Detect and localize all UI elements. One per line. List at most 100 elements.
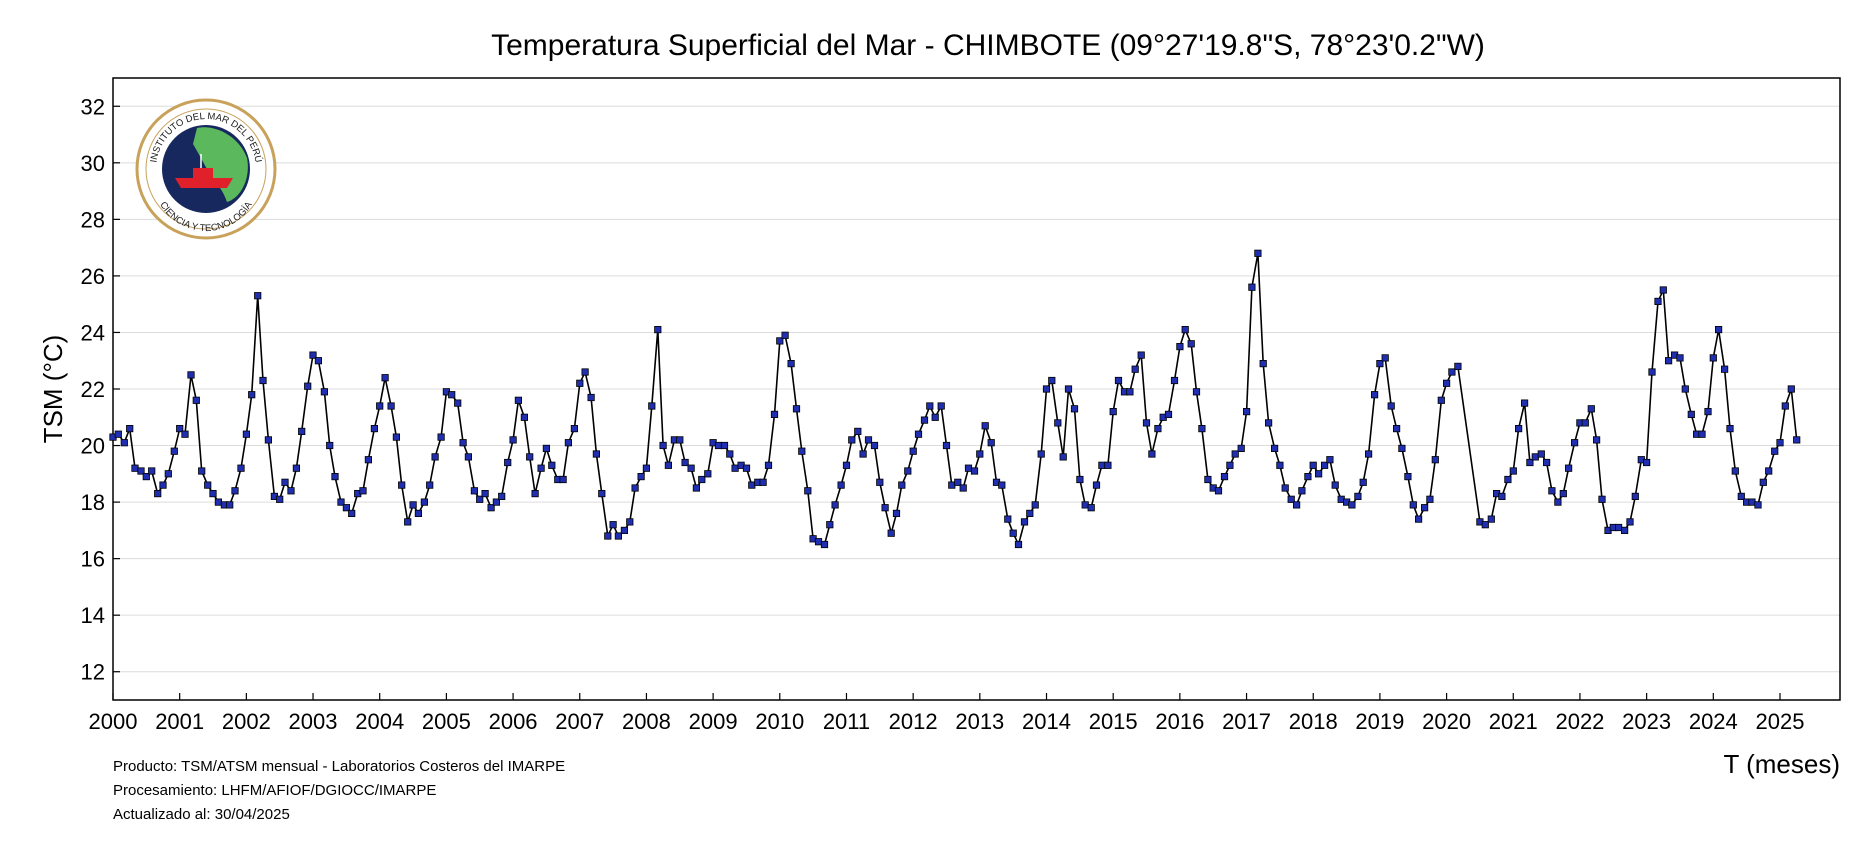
data-point	[320, 388, 329, 396]
data-point	[1543, 458, 1551, 467]
data-point	[276, 495, 284, 503]
data-point	[314, 357, 323, 365]
data-point	[648, 402, 656, 410]
data-point	[1698, 430, 1706, 438]
data-point	[420, 498, 429, 506]
data-point	[1437, 396, 1445, 404]
x-tick-label: 2009	[689, 709, 738, 734]
data-point	[176, 424, 184, 433]
data-point	[1087, 504, 1095, 512]
data-point	[1376, 359, 1384, 368]
data-point	[609, 521, 617, 529]
data-point	[1537, 450, 1545, 458]
data-point	[1404, 472, 1412, 481]
data-point	[154, 489, 162, 498]
x-tick-label: 2003	[289, 709, 338, 734]
data-point	[981, 422, 989, 430]
data-point	[142, 472, 150, 481]
data-point	[1298, 487, 1306, 495]
data-point	[787, 359, 795, 368]
data-point	[1454, 362, 1462, 371]
data-point	[242, 430, 250, 438]
data-point	[1426, 495, 1434, 503]
data-point	[1531, 453, 1539, 461]
x-tick-label: 2016	[1155, 709, 1204, 734]
data-point	[887, 529, 895, 537]
data-point	[859, 450, 867, 458]
data-point	[1371, 391, 1379, 399]
data-point	[1443, 379, 1451, 387]
data-point	[681, 458, 689, 467]
data-point	[504, 458, 512, 467]
data-point	[226, 501, 234, 509]
data-point	[381, 374, 389, 382]
x-tick-label: 2015	[1089, 709, 1138, 734]
data-point	[376, 402, 384, 410]
data-point	[898, 481, 906, 489]
data-point	[470, 487, 479, 495]
data-point	[454, 399, 462, 407]
data-point	[464, 453, 473, 461]
data-point	[1571, 439, 1579, 447]
data-point	[726, 450, 734, 458]
data-point	[1715, 325, 1723, 334]
data-point	[1481, 521, 1489, 529]
y-tick-label: 14	[81, 603, 105, 628]
data-point	[487, 504, 495, 512]
y-tick-label: 24	[81, 320, 105, 345]
data-point	[1154, 424, 1162, 433]
data-point	[759, 478, 767, 486]
data-point	[1054, 419, 1062, 427]
data-point	[942, 441, 951, 450]
data-point	[548, 461, 556, 469]
data-point	[1164, 410, 1173, 419]
data-point	[1226, 461, 1234, 469]
data-point	[1765, 467, 1773, 475]
data-point	[459, 439, 467, 447]
data-point	[498, 492, 506, 501]
data-point	[387, 402, 395, 410]
data-point	[1198, 424, 1206, 433]
data-point	[204, 481, 212, 489]
data-point	[637, 472, 645, 481]
data-point	[1581, 419, 1589, 427]
x-tick-label: 2023	[1622, 709, 1671, 734]
data-point	[159, 481, 167, 489]
data-point	[720, 441, 729, 450]
imarpe-logo: INSTITUTO DEL MAR DEL PERÚ CIENCIA Y TEC…	[135, 98, 277, 240]
data-point	[1615, 523, 1623, 532]
data-point	[509, 436, 517, 444]
data-point	[1793, 436, 1801, 444]
data-point	[1192, 388, 1201, 396]
data-point	[248, 391, 256, 399]
data-point	[1365, 450, 1373, 458]
data-point	[392, 433, 401, 441]
footer-product: Producto: TSM/ATSM mensual - Laboratorio…	[113, 758, 566, 775]
data-point	[631, 484, 639, 492]
data-point	[1548, 487, 1556, 495]
data-point	[1259, 359, 1267, 368]
data-point	[920, 416, 929, 424]
data-point	[1781, 402, 1789, 410]
data-point	[1254, 249, 1262, 257]
data-point	[1409, 501, 1417, 509]
data-point	[1059, 453, 1067, 461]
data-point	[1042, 385, 1051, 393]
x-axis-label: T (meses)	[1723, 749, 1840, 779]
data-point	[798, 447, 806, 455]
data-point	[492, 498, 501, 506]
data-point	[1037, 450, 1045, 458]
data-point	[431, 453, 439, 461]
data-point	[1014, 540, 1023, 549]
data-point	[281, 478, 289, 486]
data-point	[837, 481, 845, 489]
data-point	[1265, 419, 1273, 427]
data-point	[1009, 529, 1017, 537]
data-point	[309, 351, 317, 359]
x-tick-label: 2022	[1555, 709, 1604, 734]
data-point	[476, 495, 484, 503]
data-point	[1421, 504, 1429, 512]
data-point	[1521, 399, 1529, 407]
data-point	[570, 424, 579, 433]
